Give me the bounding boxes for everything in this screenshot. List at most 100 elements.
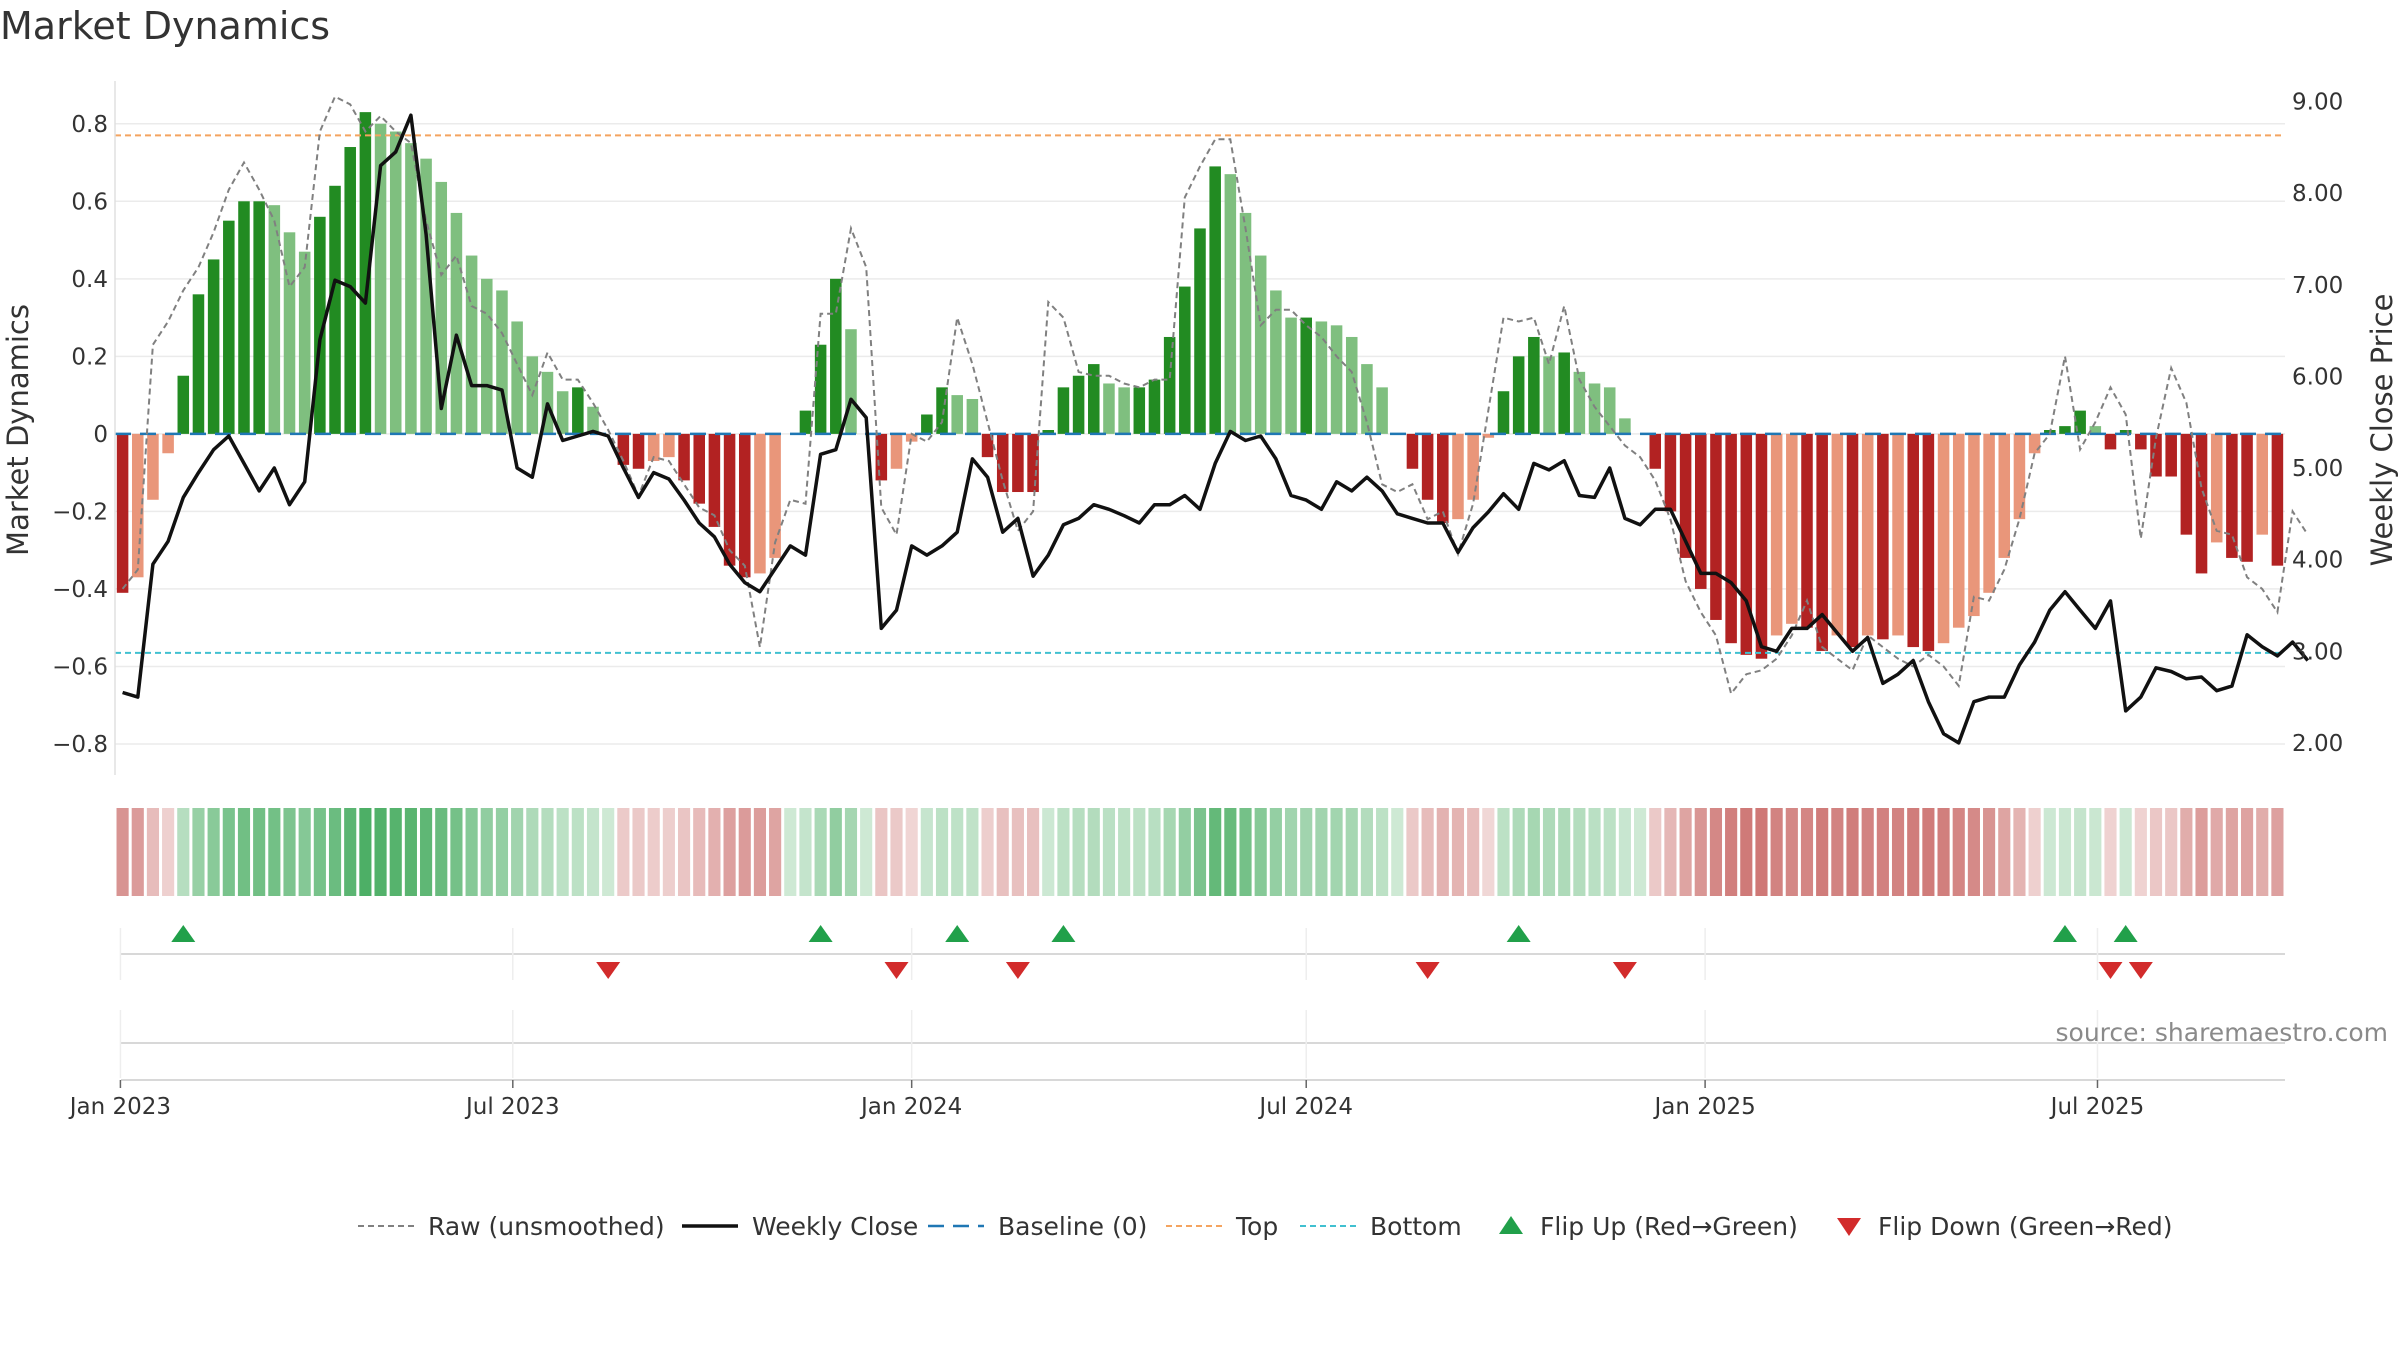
- momentum-bar: [374, 123, 387, 434]
- momentum-bar: [921, 414, 933, 434]
- momentum-bar: [1163, 336, 1176, 434]
- regime-cell: [693, 808, 706, 896]
- momentum-bar: [1695, 433, 1707, 589]
- momentum-bar: [1042, 430, 1055, 434]
- momentum-bar: [2226, 433, 2238, 558]
- momentum-bar: [1755, 433, 1768, 659]
- momentum-bar: [663, 433, 675, 458]
- regime-cell: [1376, 808, 1389, 896]
- regime-cell: [571, 808, 584, 896]
- regime-cell: [875, 808, 888, 896]
- momentum-bar: [1619, 418, 1631, 434]
- flip-down-marker: [1415, 962, 1440, 979]
- x-tick-label: Jul 2023: [464, 1094, 560, 1120]
- legend-swatch: [1499, 1216, 1523, 1234]
- momentum-bar: [1952, 433, 1965, 628]
- x-tick-label: Jan 2023: [68, 1094, 171, 1120]
- flip-up-marker: [1506, 925, 1531, 942]
- momentum-bar: [192, 294, 205, 434]
- momentum-bar: [2074, 410, 2086, 434]
- regime-cell: [1861, 808, 1874, 896]
- momentum-bar: [2210, 433, 2223, 543]
- momentum-bar: [1664, 433, 1677, 512]
- momentum-bar: [845, 329, 857, 434]
- regime-cell: [723, 808, 736, 896]
- momentum-bar: [389, 131, 402, 434]
- regime-cell: [966, 808, 979, 896]
- regime-cell: [1102, 808, 1116, 896]
- flip-down-marker: [1612, 962, 1637, 979]
- regime-cell: [799, 808, 812, 896]
- regime-cell: [2256, 808, 2269, 896]
- legend-label: Flip Up (Red→Green): [1540, 1212, 1798, 1241]
- regime-cell: [647, 808, 660, 896]
- momentum-bar: [1148, 379, 1161, 434]
- momentum-bar: [1816, 433, 1828, 651]
- momentum-bar: [1543, 356, 1555, 434]
- momentum-bar: [936, 387, 948, 434]
- regime-cell: [1118, 808, 1131, 896]
- flip-up-marker: [1051, 925, 1076, 942]
- momentum-bar: [1361, 364, 1373, 434]
- momentum-bar: [1270, 290, 1282, 434]
- weekly-close-line: [122, 113, 2310, 745]
- momentum-bar: [1801, 433, 1813, 628]
- regime-cell: [2074, 808, 2087, 896]
- regime-cell: [1907, 808, 1920, 896]
- regime-cell: [738, 808, 751, 896]
- regime-cell: [344, 808, 357, 896]
- y-tick-label-left: −0.6: [52, 654, 108, 680]
- momentum-bar: [1239, 212, 1252, 434]
- momentum-bar: [2059, 426, 2071, 434]
- momentum-bar: [2104, 433, 2117, 450]
- regime-cell: [1542, 808, 1556, 896]
- regime-cell: [753, 808, 766, 896]
- momentum-bar: [268, 205, 281, 434]
- regime-cell: [222, 808, 235, 896]
- regime-cell: [2119, 808, 2132, 896]
- y-axis-label-right: Weekly Close Price: [2365, 294, 2399, 567]
- momentum-bar: [981, 433, 994, 458]
- y-tick-label-left: 0.4: [71, 267, 108, 293]
- close-series: [122, 113, 2310, 745]
- momentum-bar: [1725, 433, 1737, 644]
- regime-cell: [1588, 808, 1601, 896]
- regime-cell: [253, 808, 266, 896]
- momentum-bar: [1786, 433, 1798, 624]
- regime-cell: [2104, 808, 2117, 896]
- momentum-bar: [2180, 433, 2193, 535]
- momentum-bar: [2271, 433, 2284, 566]
- momentum-bar: [1330, 325, 1343, 434]
- y-tick-label-left: −0.4: [52, 577, 108, 603]
- regime-cell: [1512, 808, 1525, 896]
- regime-cell: [359, 808, 372, 896]
- regime-cell: [2043, 808, 2056, 896]
- momentum-bar: [1512, 356, 1525, 434]
- flip-up-marker: [2052, 925, 2077, 942]
- regime-cell: [541, 808, 554, 896]
- legend-label: Raw (unsmoothed): [428, 1212, 665, 1241]
- y-tick-label-right: 3.00: [2292, 639, 2343, 665]
- momentum-bar: [481, 278, 493, 434]
- momentum-bar: [2241, 433, 2253, 562]
- regime-cell: [1467, 808, 1480, 896]
- regime-cell: [1027, 808, 1040, 896]
- regime-cell: [1967, 808, 1980, 896]
- momentum-bar: [1133, 387, 1146, 434]
- regime-cell: [146, 808, 160, 896]
- legend-label: Flip Down (Green→Red): [1878, 1212, 2173, 1241]
- momentum-bar: [1770, 433, 1783, 636]
- y-tick-label-left: −0.2: [52, 499, 108, 525]
- momentum-bar: [572, 387, 584, 434]
- chart-title: Market Dynamics: [0, 4, 331, 48]
- x-axis: Jan 2023 Jul 2023 Jan 2024 Jul 2024 Jan 2025…: [68, 1080, 2144, 1120]
- momentum-bar: [1846, 433, 1859, 648]
- regime-cell: [1163, 808, 1176, 896]
- momentum-bar: [1968, 433, 1980, 617]
- momentum-bar: [511, 321, 523, 434]
- regime-cell: [1193, 808, 1207, 896]
- regime-cell: [328, 808, 342, 896]
- momentum-bar: [1345, 336, 1358, 434]
- momentum-bar: [1922, 433, 1935, 651]
- regime-cell: [586, 808, 600, 896]
